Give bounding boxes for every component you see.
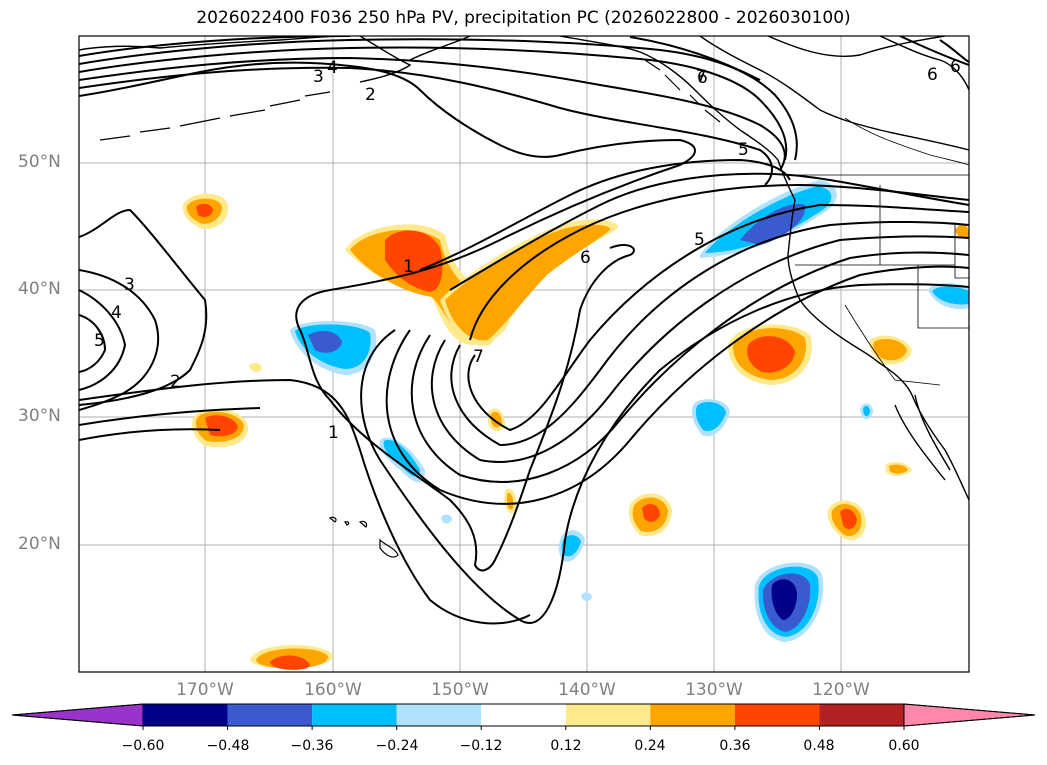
pv-contour-label: 3 bbox=[313, 67, 324, 87]
precip-blob-negative bbox=[860, 403, 873, 420]
precip-blob-negative bbox=[290, 321, 377, 375]
precip-blob-positive bbox=[728, 324, 812, 385]
colorbar-segment bbox=[143, 704, 228, 726]
precip-blob-negative bbox=[700, 180, 837, 258]
colorbar-tick-label: 0.36 bbox=[719, 738, 751, 754]
pv-contour-label: 2 bbox=[170, 372, 181, 392]
colorbar-extend-low bbox=[11, 703, 144, 727]
precip-blob-positive bbox=[504, 488, 517, 514]
pv-contour-label: 6 bbox=[950, 57, 961, 77]
pv-contour-label: 6 bbox=[580, 248, 591, 268]
pv-contour-label: 1 bbox=[328, 423, 339, 443]
precip-blob-negative bbox=[754, 562, 824, 642]
colorbar-tick-label: −0.24 bbox=[375, 738, 419, 754]
colorbar-tick-label: 0.12 bbox=[550, 738, 582, 754]
lat-label: 50°N bbox=[18, 152, 61, 172]
precip-blob-positive bbox=[182, 193, 229, 230]
precip-blob-positive bbox=[869, 335, 912, 365]
map-frame bbox=[78, 35, 970, 673]
colorbar-segment bbox=[227, 704, 313, 726]
islands bbox=[99, 59, 721, 558]
precip-blob-positive bbox=[827, 500, 866, 541]
colorbar-tick-label: −0.12 bbox=[459, 738, 503, 754]
colorbar-segment bbox=[650, 704, 735, 726]
pv-contour-label: 6 bbox=[697, 68, 708, 88]
pv-contour-label: 5 bbox=[694, 230, 705, 250]
lon-label: 120°W bbox=[812, 680, 870, 700]
lat-label: 40°N bbox=[18, 279, 61, 299]
lon-label: 170°W bbox=[176, 680, 234, 700]
colorbar-segment bbox=[734, 704, 820, 726]
precip-blob-positive bbox=[628, 493, 672, 537]
precip-blob-positive bbox=[249, 362, 262, 373]
lat-label: 30°N bbox=[18, 406, 61, 426]
pv-contour-label: 3 bbox=[124, 275, 135, 295]
pv-contour-label: 5 bbox=[738, 140, 749, 160]
pv-contour-label: 4 bbox=[327, 58, 338, 78]
colorbar-segment bbox=[396, 704, 482, 726]
pv-contour-label: 2 bbox=[365, 85, 376, 105]
borders bbox=[795, 117, 969, 386]
colorbar-extend-high bbox=[903, 703, 1036, 727]
pv-contour-label: 6 bbox=[927, 65, 938, 85]
precip-blob-positive bbox=[192, 408, 249, 448]
lon-label: 150°W bbox=[431, 680, 489, 700]
pv-contour-label: 5 bbox=[94, 331, 105, 351]
colorbar-segment bbox=[565, 704, 651, 726]
precip-blob-negative bbox=[441, 514, 592, 602]
precip-blob-positive bbox=[250, 644, 334, 670]
colorbar-tick-label: −0.36 bbox=[290, 738, 334, 754]
pv-contours bbox=[79, 36, 969, 625]
colorbar-tick-label: −0.60 bbox=[121, 738, 165, 754]
lon-label: 160°W bbox=[304, 680, 362, 700]
figure-title: 2026022400 F036 250 hPa PV, precipitatio… bbox=[196, 8, 851, 28]
colorbar-tick-label: 0.24 bbox=[634, 738, 666, 754]
colorbar bbox=[11, 703, 1036, 730]
colorbar-segment bbox=[481, 704, 566, 726]
precip-blob-positive bbox=[955, 223, 969, 239]
precip-blob-positive bbox=[885, 462, 912, 476]
precip-shading bbox=[182, 180, 969, 670]
colorbar-tick-label: 0.60 bbox=[888, 738, 920, 754]
map-frame-bg bbox=[79, 36, 969, 672]
colorbar-segment bbox=[819, 704, 904, 726]
pv-contour-label: 7 bbox=[473, 347, 484, 367]
colorbar-tick-label: 0.48 bbox=[803, 738, 835, 754]
precip-blob-negative bbox=[928, 283, 969, 310]
lon-label: 130°W bbox=[685, 680, 743, 700]
pv-contour-label: 1 bbox=[403, 257, 414, 277]
pv-contour-labels: 1 2 3 4 5 6 7 1 2 3 4 5 6 7 6 5 6 bbox=[94, 57, 961, 443]
lon-label: 140°W bbox=[558, 680, 616, 700]
lat-label: 20°N bbox=[18, 534, 61, 554]
precip-blob-positive bbox=[345, 219, 619, 346]
colorbar-tick-label: −0.48 bbox=[206, 738, 250, 754]
pv-contour-label: 7 bbox=[696, 67, 707, 87]
colorbar-segment bbox=[312, 704, 397, 726]
precip-blob-negative bbox=[692, 399, 730, 437]
pv-contour-label: 4 bbox=[111, 303, 122, 323]
